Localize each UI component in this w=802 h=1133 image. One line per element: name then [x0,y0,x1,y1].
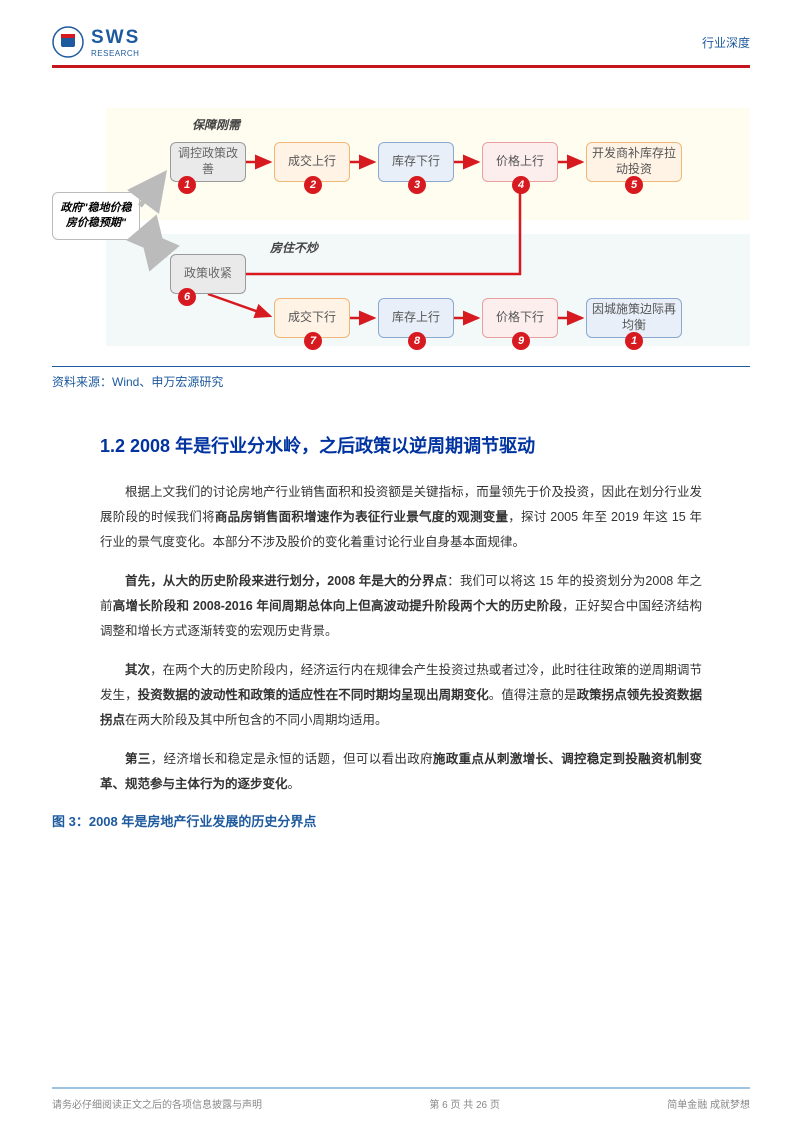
flow-node-1: 调控政策改善 [170,142,246,182]
flow-badge-2: 2 [304,176,322,194]
figure-title: 图 3：2008 年是房地产行业发展的历史分界点 [52,811,750,830]
flow-badge-3: 3 [408,176,426,194]
footer: 请务必仔细阅读正文之后的各项信息披露与声明 第 6 页 共 26 页 简单金融 … [0,1087,802,1133]
paragraph-3: 其次，在两个大的历史阶段内，经济运行内在规律会产生投资过热或者过冷，此时往往政策… [100,658,702,733]
flow-diagram: 保障刚需 房住不炒 政府"稳地价稳房价稳预期" 调控政策改善1成交上行2库存下行… [52,98,750,358]
footer-slogan: 简单金融 成就梦想 [667,1096,750,1111]
flow-node-6: 政策收紧 [170,254,246,294]
diagram-source: 资料来源：Wind、申万宏源研究 [52,366,750,396]
header-divider [52,65,750,68]
flow-badge-10: 1 [625,332,643,350]
flow-badge-1: 1 [178,176,196,194]
section-title: 1.2 2008 年是行业分水岭，之后政策以逆周期调节驱动 [100,432,702,458]
flow-badge-6: 6 [178,288,196,306]
page-header: SWS RESEARCH 行业深度 [0,0,802,65]
logo-text: SWS RESEARCH [91,27,140,58]
paragraph-2: 首先，从大的历史阶段来进行划分，2008 年是大的分界点：我们可以将这 15 年… [100,569,702,644]
logo-icon [52,26,84,58]
paragraph-4: 第三，经济增长和稳定是永恒的话题，但可以看出政府施政重点从刺激增长、调控稳定到投… [100,747,702,797]
logo: SWS RESEARCH [52,26,140,58]
header-category: 行业深度 [702,34,750,51]
footer-page: 第 6 页 共 26 页 [429,1096,500,1111]
section: 1.2 2008 年是行业分水岭，之后政策以逆周期调节驱动 根据上文我们的讨论房… [100,432,702,797]
flow-badge-8: 8 [408,332,426,350]
footer-disclaimer: 请务必仔细阅读正文之后的各项信息披露与声明 [52,1096,262,1111]
logo-main: SWS [91,27,140,49]
flow-badge-4: 4 [512,176,530,194]
flow-badge-7: 7 [304,332,322,350]
logo-sub: RESEARCH [91,49,140,58]
flow-badge-5: 5 [625,176,643,194]
flow-badge-9: 9 [512,332,530,350]
paragraph-1: 根据上文我们的讨论房地产行业销售面积和投资额是关键指标，而量领先于价及投资，因此… [100,480,702,555]
